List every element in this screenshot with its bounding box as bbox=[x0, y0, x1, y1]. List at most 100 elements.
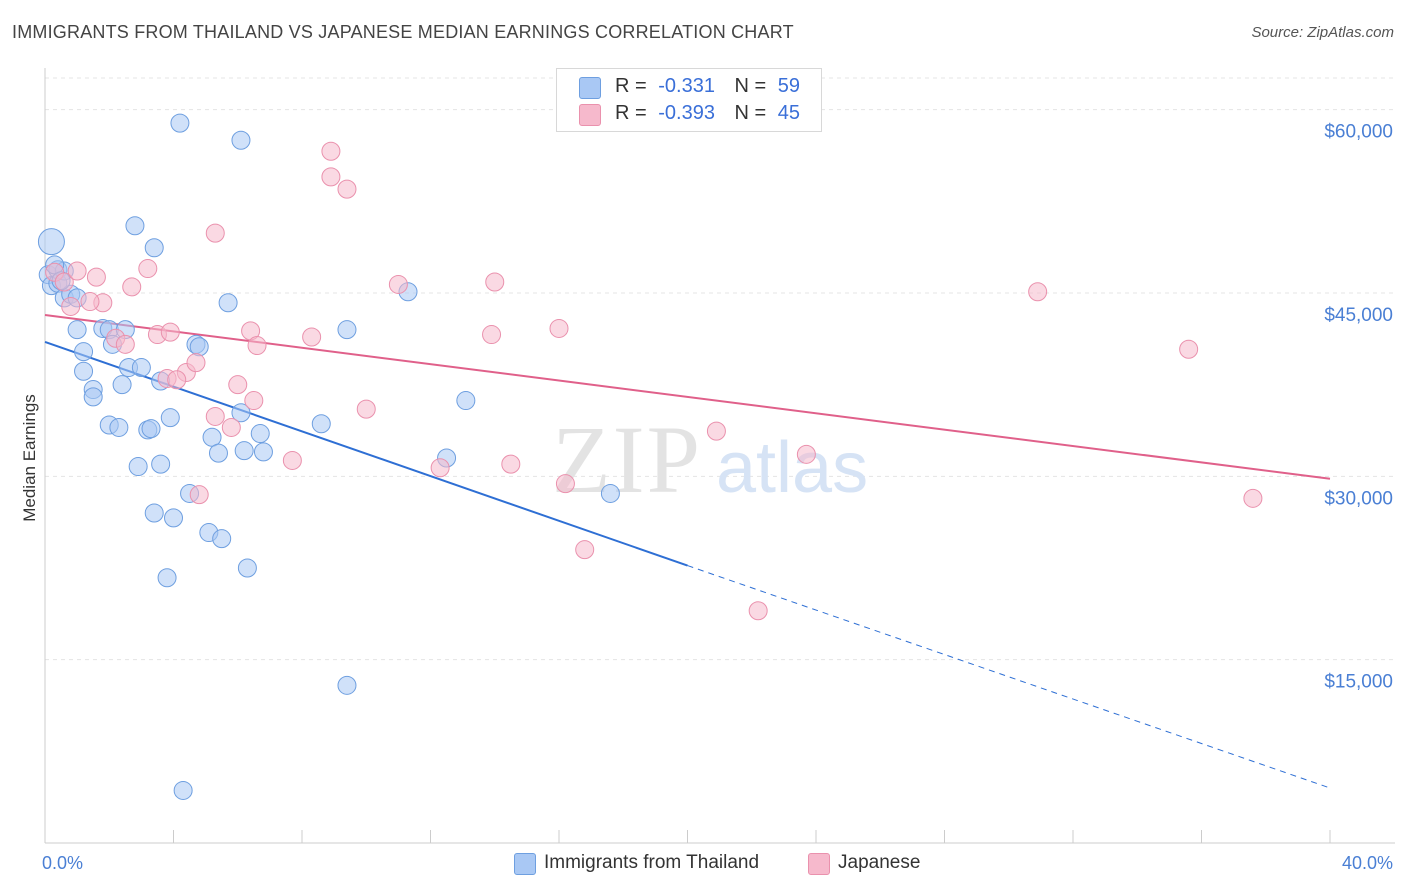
japanese-swatch bbox=[579, 104, 601, 126]
data-point bbox=[160, 408, 180, 428]
data-point bbox=[122, 277, 142, 297]
data-point bbox=[337, 675, 357, 695]
r-value: -0.331 bbox=[658, 75, 715, 97]
data-point bbox=[1179, 339, 1199, 359]
data-point bbox=[138, 259, 158, 279]
data-point bbox=[247, 336, 267, 356]
data-point bbox=[37, 228, 65, 256]
data-point bbox=[141, 419, 161, 439]
x-tick-label-min: 0.0% bbox=[42, 853, 83, 873]
data-point bbox=[555, 474, 575, 494]
n-value: 45 bbox=[777, 102, 801, 124]
data-point bbox=[202, 427, 222, 447]
data-point bbox=[485, 272, 505, 292]
data-point bbox=[160, 322, 180, 342]
data-point bbox=[167, 370, 187, 390]
data-point bbox=[157, 568, 177, 588]
axes bbox=[44, 68, 1395, 844]
y-tick-label: $60,000 bbox=[1324, 122, 1393, 143]
data-point bbox=[74, 361, 94, 381]
data-point bbox=[321, 141, 341, 161]
japanese-legend-swatch bbox=[808, 853, 830, 875]
series-japanese bbox=[45, 141, 1263, 621]
data-point bbox=[186, 353, 206, 373]
data-point bbox=[456, 391, 476, 411]
data-point bbox=[231, 130, 251, 150]
x-tick-label-max: 40.0% bbox=[1342, 853, 1393, 873]
y-tick-label: $15,000 bbox=[1324, 672, 1393, 693]
data-points bbox=[37, 113, 1263, 800]
thailand-legend-swatch bbox=[514, 853, 536, 875]
data-point bbox=[221, 417, 241, 437]
data-point bbox=[125, 216, 145, 236]
data-point bbox=[1243, 488, 1263, 508]
stats-legend: R = -0.331 N = 59 R = -0.393 N = 45 bbox=[556, 68, 822, 132]
r-value: -0.393 bbox=[658, 102, 715, 124]
data-point bbox=[1028, 282, 1048, 302]
data-point bbox=[250, 424, 270, 444]
series-thailand bbox=[37, 113, 620, 800]
n-value: 59 bbox=[777, 75, 801, 97]
data-point bbox=[356, 399, 376, 419]
data-point bbox=[112, 375, 132, 395]
japanese-legend-label: Japanese bbox=[838, 852, 921, 873]
data-point bbox=[74, 342, 94, 362]
data-point bbox=[244, 391, 264, 411]
data-point bbox=[321, 167, 341, 187]
data-point bbox=[67, 261, 87, 281]
n-label: N = bbox=[734, 75, 767, 97]
data-point bbox=[600, 483, 620, 503]
data-point bbox=[151, 454, 171, 474]
data-point bbox=[205, 223, 225, 243]
data-point bbox=[144, 503, 164, 523]
watermark-atlas: atlas bbox=[716, 428, 868, 508]
data-point bbox=[482, 325, 502, 345]
data-point bbox=[67, 320, 87, 340]
y-axis-label: Median Earnings bbox=[20, 394, 39, 522]
data-point bbox=[212, 529, 232, 549]
data-point bbox=[164, 508, 183, 528]
thailand-legend-label: Immigrants from Thailand bbox=[544, 852, 760, 873]
data-point bbox=[253, 442, 273, 462]
data-point bbox=[131, 358, 151, 378]
data-point bbox=[144, 238, 164, 258]
y-tick-label: $45,000 bbox=[1324, 305, 1393, 326]
data-point bbox=[430, 458, 450, 478]
data-point bbox=[337, 179, 357, 199]
data-point bbox=[218, 293, 238, 313]
data-point bbox=[501, 454, 521, 474]
data-point bbox=[173, 780, 193, 800]
data-point bbox=[109, 417, 129, 437]
data-point bbox=[302, 327, 322, 347]
data-point bbox=[128, 457, 148, 477]
r-label: R = bbox=[615, 75, 647, 97]
data-point bbox=[337, 320, 357, 340]
data-point bbox=[86, 267, 106, 287]
data-point bbox=[189, 337, 209, 357]
data-point bbox=[237, 558, 257, 578]
data-point bbox=[549, 318, 569, 338]
trend-line-thailand-extension bbox=[687, 565, 1331, 789]
data-point bbox=[311, 414, 331, 434]
data-point bbox=[205, 406, 225, 426]
data-point bbox=[228, 375, 248, 395]
chart-title: IMMIGRANTS FROM THAILAND VS JAPANESE MED… bbox=[12, 22, 794, 42]
data-point bbox=[388, 274, 408, 294]
axis-labels: Median Earnings $15,000 $30,000 $45,000 $60… bbox=[20, 122, 1393, 873]
r-label: R = bbox=[615, 102, 647, 124]
data-point bbox=[189, 485, 209, 505]
data-point bbox=[115, 334, 135, 354]
watermark: ZIP atlas bbox=[552, 406, 868, 513]
thailand-swatch bbox=[579, 77, 601, 99]
data-point bbox=[796, 444, 816, 464]
data-point bbox=[61, 296, 81, 316]
data-point bbox=[234, 441, 254, 461]
data-point bbox=[575, 540, 595, 560]
data-point bbox=[80, 292, 100, 312]
n-label: N = bbox=[734, 102, 767, 124]
data-point bbox=[282, 450, 302, 470]
data-point bbox=[208, 443, 228, 463]
data-point bbox=[706, 421, 726, 441]
y-tick-label: $30,000 bbox=[1324, 488, 1393, 509]
